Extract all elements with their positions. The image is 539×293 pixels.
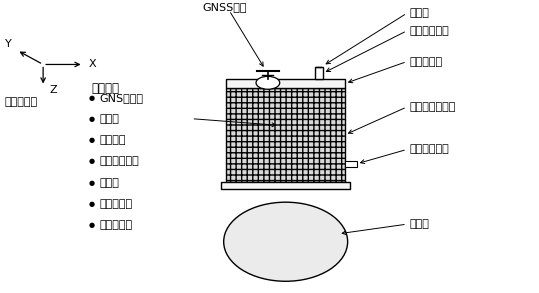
Text: 太阳敏感器: 太阳敏感器 [410,57,443,67]
Text: 坐标系定义: 坐标系定义 [5,97,38,107]
Text: 测控应答机: 测控应答机 [100,199,133,209]
Text: ●: ● [88,201,95,207]
Circle shape [256,76,280,89]
Text: ●: ● [88,159,95,164]
Text: 磁强计: 磁强计 [410,8,430,18]
Text: 内部安装: 内部安装 [92,82,120,95]
Text: GNS接收机: GNS接收机 [100,93,144,103]
Bar [315,67,323,79]
Text: 龙伯球: 龙伯球 [410,219,430,229]
Text: ●: ● [88,116,95,122]
Text: 温度传感器: 温度传感器 [100,220,133,230]
Text: 表面太阳能电池: 表面太阳能电池 [410,102,456,112]
Text: Y: Y [5,39,11,49]
Text: ●: ● [88,222,95,228]
Text: 对天测控天线: 对天测控天线 [410,26,450,36]
Text: 磁力矩器: 磁力矩器 [100,135,126,145]
Bar [226,79,345,88]
Text: 对地测控天线: 对地测控天线 [410,144,450,154]
Text: 动量轮: 动量轮 [100,114,120,124]
Text: 综合电子系统: 综合电子系统 [100,156,140,166]
Text: GNSS天线: GNSS天线 [202,2,247,12]
Text: ●: ● [88,95,95,101]
Text: X: X [89,59,96,69]
Text: ●: ● [88,180,95,185]
Bar [226,88,345,182]
Ellipse shape [224,202,348,281]
Bar [345,161,357,167]
Text: 蓄电池: 蓄电池 [100,178,120,188]
Text: ●: ● [88,137,95,143]
Text: Z: Z [50,85,57,95]
Bar [221,182,350,189]
